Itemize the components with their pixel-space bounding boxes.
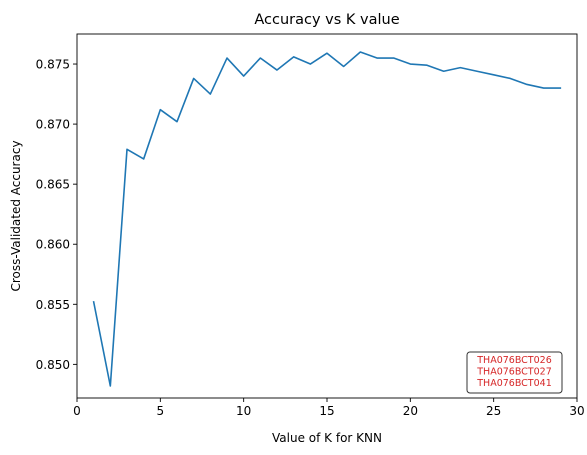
annotation-border [466,351,563,394]
x-tick-label: 5 [157,404,165,418]
x-axis-ticks: 0 5 10 15 20 25 30 [73,398,585,418]
y-tick-label: 0.850 [36,358,70,372]
plot-area [76,33,578,399]
y-tick-label: 0.860 [36,238,70,252]
y-axis-label: Cross-Validated Accuracy [9,140,23,291]
y-tick-label: 0.875 [36,58,70,72]
x-tick-label: 10 [236,404,251,418]
x-tick-label: 30 [569,404,584,418]
x-tick-label: 20 [403,404,418,418]
annotation-box: THA076BCT026 THA076BCT027 THA076BCT041 [466,351,563,394]
y-tick-label: 0.855 [36,298,70,312]
annotation-line: THA076BCT026 [476,355,552,366]
x-tick-label: 0 [73,404,81,418]
x-tick-label: 25 [486,404,501,418]
chart-title: Accuracy vs K value [254,12,399,28]
axes-frame [76,33,578,399]
annotation-line: THA076BCT027 [476,367,552,378]
x-axis-label: Value of K for KNN [272,431,382,445]
annotation-line: THA076BCT041 [476,378,552,389]
series-line [92,51,562,387]
y-tick-label: 0.865 [36,178,70,192]
y-tick-label: 0.870 [36,118,70,132]
x-tick-label: 15 [319,404,334,418]
y-axis-ticks: 0.850 0.855 0.860 0.865 0.870 0.875 [36,58,77,372]
